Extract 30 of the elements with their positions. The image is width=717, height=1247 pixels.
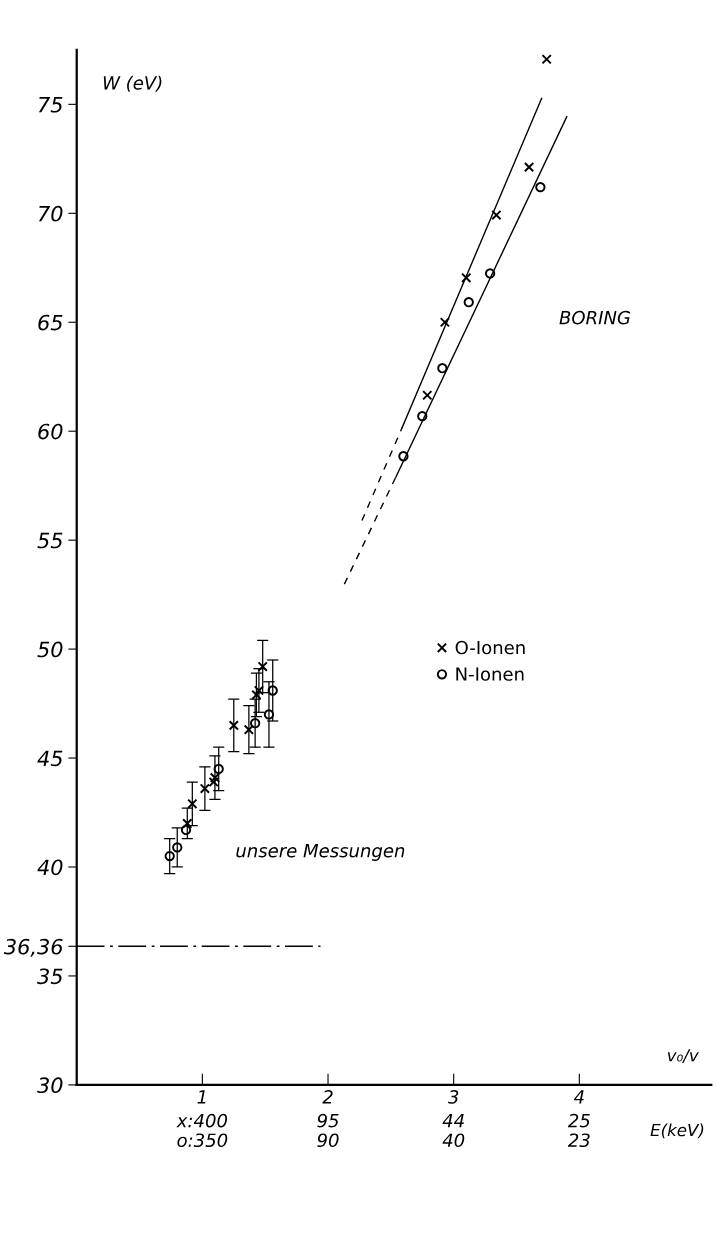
text: 25 [567,1113,590,1128]
x-axis-title: v₀/v [667,1049,699,1063]
text: 44 [442,1113,464,1128]
text: 23 [567,1133,590,1148]
x-tick-label: 3 [447,1090,459,1104]
x-tick-label: 1 [197,1090,206,1104]
text: x:400 [176,1113,228,1128]
legend-label: N-Ionen [456,667,524,681]
y-tick-label: 36,36 [3,938,63,957]
text: 90 [317,1133,339,1148]
y-tick-label: 65 [38,314,63,331]
y-tick-label: 40 [37,859,63,876]
y-tick-label: 70 [38,205,63,222]
y-tick-label: 45 [37,750,63,767]
y-tick-label: 75 [38,97,63,113]
annotation: unsere Messungen [236,844,405,861]
y-tick-label: 50 [37,641,63,658]
text: E(keV) [650,1123,704,1139]
text: 40 [442,1133,465,1148]
legend-label: O-Ionen [455,640,525,655]
x-tick-label: 4 [573,1090,584,1104]
x-tick-label: 2 [322,1090,333,1104]
text: 95 [317,1113,339,1128]
text: o:350 [177,1133,228,1148]
y-tick-label: 60 [38,423,63,440]
annotation: BORING [559,310,631,325]
y-tick-label: 35 [37,968,63,985]
y-axis-title: W (eV) [103,75,162,92]
y-tick-label: 55 [37,532,63,549]
y-tick-label: 30 [37,1077,63,1094]
